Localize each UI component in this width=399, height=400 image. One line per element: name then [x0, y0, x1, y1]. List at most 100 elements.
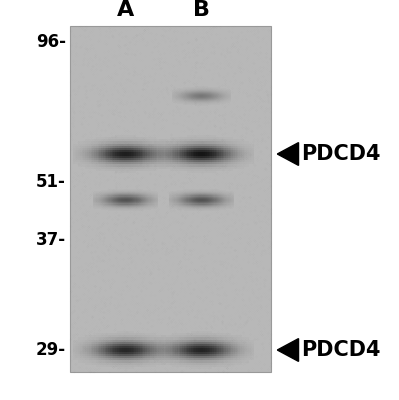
- Bar: [209, 350, 210, 352]
- Bar: [184, 198, 185, 199]
- Bar: [220, 199, 221, 200]
- Bar: [154, 152, 156, 154]
- Bar: [152, 360, 154, 362]
- Bar: [109, 209, 111, 210]
- Bar: [170, 206, 171, 207]
- Bar: [210, 94, 211, 95]
- Bar: [182, 164, 184, 166]
- Bar: [131, 207, 132, 208]
- Bar: [103, 362, 105, 365]
- Bar: [115, 194, 116, 196]
- Bar: [172, 164, 173, 166]
- Bar: [134, 198, 135, 199]
- Bar: [127, 169, 129, 171]
- Bar: [196, 102, 197, 103]
- Bar: [200, 210, 201, 212]
- Text: 29-: 29-: [36, 341, 66, 359]
- Bar: [205, 335, 207, 338]
- Bar: [173, 89, 174, 90]
- Bar: [173, 99, 174, 100]
- Bar: [251, 342, 253, 344]
- Bar: [150, 342, 152, 344]
- Bar: [219, 333, 221, 335]
- Bar: [206, 97, 207, 98]
- Bar: [140, 208, 141, 209]
- Bar: [177, 152, 178, 154]
- Bar: [231, 139, 233, 142]
- Bar: [217, 201, 218, 202]
- Bar: [217, 91, 218, 92]
- Bar: [166, 144, 168, 146]
- Bar: [173, 148, 175, 150]
- Bar: [126, 150, 127, 152]
- Bar: [228, 89, 229, 90]
- Bar: [108, 344, 110, 346]
- Bar: [173, 201, 174, 202]
- Bar: [109, 202, 111, 204]
- Bar: [209, 169, 210, 171]
- Bar: [188, 103, 189, 104]
- Bar: [183, 102, 184, 103]
- Bar: [157, 202, 158, 204]
- Bar: [186, 101, 187, 102]
- Bar: [117, 338, 119, 340]
- Bar: [134, 207, 135, 208]
- Bar: [87, 358, 89, 360]
- Bar: [228, 99, 229, 100]
- Bar: [110, 354, 112, 356]
- Bar: [192, 207, 193, 208]
- Bar: [153, 207, 154, 208]
- Bar: [83, 340, 85, 342]
- Bar: [207, 97, 208, 98]
- Bar: [233, 338, 235, 340]
- Bar: [210, 209, 211, 210]
- Bar: [156, 348, 157, 350]
- Bar: [196, 162, 198, 164]
- Bar: [198, 201, 200, 202]
- Bar: [161, 338, 163, 340]
- Bar: [122, 333, 124, 335]
- Bar: [179, 89, 180, 90]
- Bar: [101, 354, 103, 356]
- Bar: [159, 354, 161, 356]
- Bar: [127, 135, 129, 137]
- Bar: [140, 150, 142, 152]
- Bar: [222, 92, 223, 93]
- Bar: [157, 200, 158, 201]
- Bar: [189, 164, 191, 166]
- Bar: [193, 90, 194, 91]
- Bar: [207, 196, 208, 198]
- Bar: [197, 200, 198, 201]
- Bar: [156, 208, 157, 209]
- Bar: [140, 204, 141, 206]
- Bar: [205, 344, 207, 346]
- Bar: [220, 99, 221, 100]
- Bar: [253, 340, 254, 342]
- Bar: [180, 342, 182, 344]
- Bar: [230, 148, 231, 150]
- Bar: [237, 148, 239, 150]
- Bar: [209, 208, 210, 209]
- Bar: [91, 150, 92, 152]
- Bar: [216, 92, 217, 93]
- Bar: [221, 152, 223, 154]
- Bar: [115, 342, 117, 344]
- Bar: [226, 156, 228, 158]
- Bar: [209, 88, 210, 89]
- Bar: [221, 340, 223, 342]
- Bar: [80, 158, 82, 160]
- Bar: [92, 166, 94, 169]
- Bar: [173, 196, 174, 198]
- Bar: [224, 365, 226, 367]
- Bar: [191, 358, 193, 360]
- Bar: [233, 206, 234, 207]
- Bar: [203, 94, 204, 95]
- Bar: [138, 206, 139, 207]
- Bar: [163, 139, 164, 142]
- Bar: [157, 344, 159, 346]
- Bar: [231, 200, 232, 201]
- Bar: [190, 101, 191, 102]
- Bar: [130, 208, 131, 209]
- Bar: [173, 92, 174, 93]
- Bar: [198, 135, 200, 137]
